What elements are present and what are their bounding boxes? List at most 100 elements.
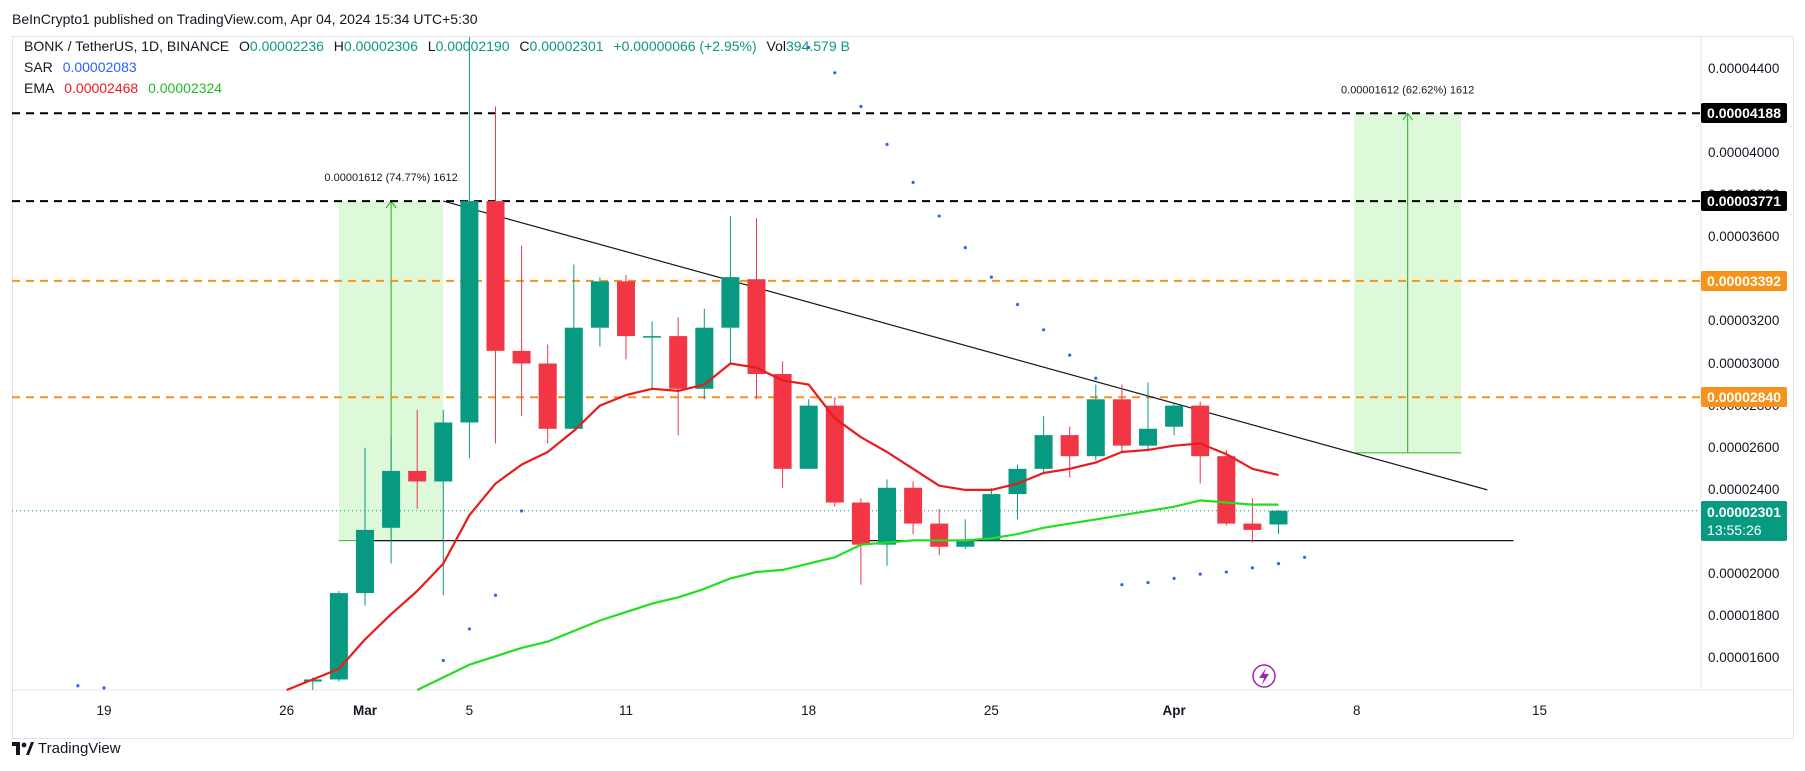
sar-dot-24 — [1276, 562, 1281, 566]
sar-dot-11 — [937, 214, 941, 218]
sar-dot-10 — [911, 180, 915, 184]
candle-body-13 — [643, 336, 662, 338]
sar-dot-14 — [1015, 302, 1020, 307]
candle-body-33 — [1165, 405, 1184, 427]
candle-body-24 — [930, 523, 949, 547]
level-price-label-2: 0.00003392 — [1701, 270, 1787, 291]
time-tick-1: 26 — [279, 703, 295, 718]
sar-dot-7 — [833, 71, 837, 75]
sar-dot-21 — [1198, 572, 1202, 576]
candle-body-27 — [1008, 468, 1027, 495]
last-price-label: 0.00002301 13:55:26 — [1701, 500, 1787, 541]
sar-dot-12 — [963, 246, 967, 250]
candle-body-34 — [1191, 405, 1210, 457]
candle-body-11 — [590, 281, 609, 328]
candle-body-36 — [1243, 523, 1262, 530]
candle-body-16 — [721, 277, 740, 328]
price-tick-7: 0.00003000 — [1708, 355, 1780, 371]
sar-dot-22 — [1224, 570, 1228, 574]
candle-body-21 — [851, 502, 870, 545]
sar-dot-0 — [76, 684, 80, 688]
legend-high-label: H — [333, 38, 344, 54]
legend-symbol[interactable]: BONK / TetherUS, 1D, BINANCE — [24, 38, 230, 54]
candle-body-1 — [329, 593, 348, 680]
sar-dot-13 — [989, 275, 994, 279]
level-price-label-1: 0.00003771 — [1701, 191, 1787, 212]
candle-body-15 — [695, 327, 714, 389]
time-tick-6: 25 — [983, 703, 999, 718]
time-tick-9: 15 — [1531, 703, 1548, 718]
sar-dot-19 — [1146, 580, 1150, 585]
candle-body-35 — [1217, 456, 1236, 524]
candle-body-32 — [1139, 428, 1157, 446]
price-tick-10: 0.00003600 — [1708, 229, 1780, 245]
candle-body-25 — [956, 540, 975, 547]
legend-ema-slow-value: 0.00002324 — [148, 80, 223, 96]
candle-body-31 — [1112, 399, 1131, 446]
sar-dot-15 — [1042, 328, 1046, 332]
price-tick-14: 0.00004400 — [1708, 60, 1780, 76]
level-price-label-0: 0.00004188 — [1701, 103, 1787, 124]
price-tick-0: 0.00001600 — [1708, 650, 1780, 666]
candle-body-20 — [825, 405, 844, 503]
candle-body-8 — [512, 350, 531, 364]
time-tick-5: 18 — [801, 703, 817, 718]
time-tick-7: Apr — [1162, 703, 1186, 718]
time-tick-8: 8 — [1353, 703, 1361, 718]
ema-slow-line — [416, 499, 1279, 691]
sar-dot-1 — [102, 686, 106, 690]
legend-close-label: C — [519, 38, 530, 54]
time-tick-4: 11 — [618, 703, 634, 718]
candle-body-14 — [669, 336, 688, 389]
sar-dot-16 — [1068, 353, 1072, 357]
legend-low-value: 0.00002190 — [435, 38, 510, 54]
measure-label-1: 0.00001612 (62.62%) 1612 — [1341, 84, 1474, 96]
candle-body-9 — [538, 363, 557, 429]
measure-label-0: 0.00001612 (74.77%) 1612 — [324, 172, 457, 184]
candle-countdown: 13:55:26 — [1707, 521, 1762, 538]
price-tick-12: 0.00004000 — [1708, 144, 1780, 160]
level-price-label-3: 0.00002840 — [1701, 387, 1787, 408]
candle-body-2 — [356, 529, 374, 594]
candle-body-30 — [1086, 399, 1105, 457]
legend-open-label: O — [239, 38, 250, 54]
candle-body-3 — [382, 470, 401, 528]
legend-open-value: 0.00002236 — [249, 38, 324, 54]
measure-arrowhead-1 — [1402, 112, 1414, 121]
sar-dot-25 — [1303, 555, 1307, 559]
sar-dot-5 — [520, 509, 524, 513]
legend-high-value: 0.00002306 — [343, 38, 418, 54]
footer-brand[interactable]: TradingView — [12, 740, 121, 757]
ema-fast-line — [286, 362, 1279, 692]
time-tick-2: Mar — [352, 703, 378, 718]
last-price-value: 0.00002301 — [1707, 503, 1781, 520]
legend-volume-label: Vol — [766, 38, 786, 54]
candle-body-6 — [460, 201, 479, 423]
trend-line — [443, 200, 1488, 491]
footer-brand-name: TradingView — [38, 740, 121, 757]
legend-change: +0.00000066 (+2.95%) — [613, 38, 757, 54]
sar-dot-17 — [1094, 376, 1098, 380]
legend-sar-row[interactable]: SAR 0.00002083 — [24, 59, 143, 75]
sar-dot-2 — [441, 658, 445, 663]
candle-body-23 — [904, 487, 923, 524]
legend-low-label: L — [427, 38, 436, 54]
candle-body-22 — [878, 487, 896, 545]
candle-body-28 — [1034, 435, 1053, 469]
price-tick-5: 0.00002600 — [1708, 439, 1780, 455]
legend-ema-fast-value: 0.00002468 — [64, 80, 139, 96]
chart-frame[interactable] — [12, 36, 1794, 739]
candle-body-19 — [799, 405, 818, 469]
legend-volume-value: 394.579 B — [786, 38, 850, 54]
legend-ema-row[interactable]: EMA 0.00002468 0.00002324 — [24, 80, 228, 96]
candle-body-26 — [982, 494, 1001, 541]
sar-dot-9 — [885, 142, 889, 147]
legend-close-value: 0.00002301 — [529, 38, 604, 54]
sar-dot-3 — [467, 627, 471, 631]
lightning-marker-icon — [1252, 664, 1276, 688]
tradingview-logo-icon — [12, 741, 34, 755]
price-tick-8: 0.00003200 — [1708, 313, 1780, 329]
legend-sar-label: SAR — [24, 59, 53, 75]
price-tick-2: 0.00002000 — [1708, 566, 1780, 582]
